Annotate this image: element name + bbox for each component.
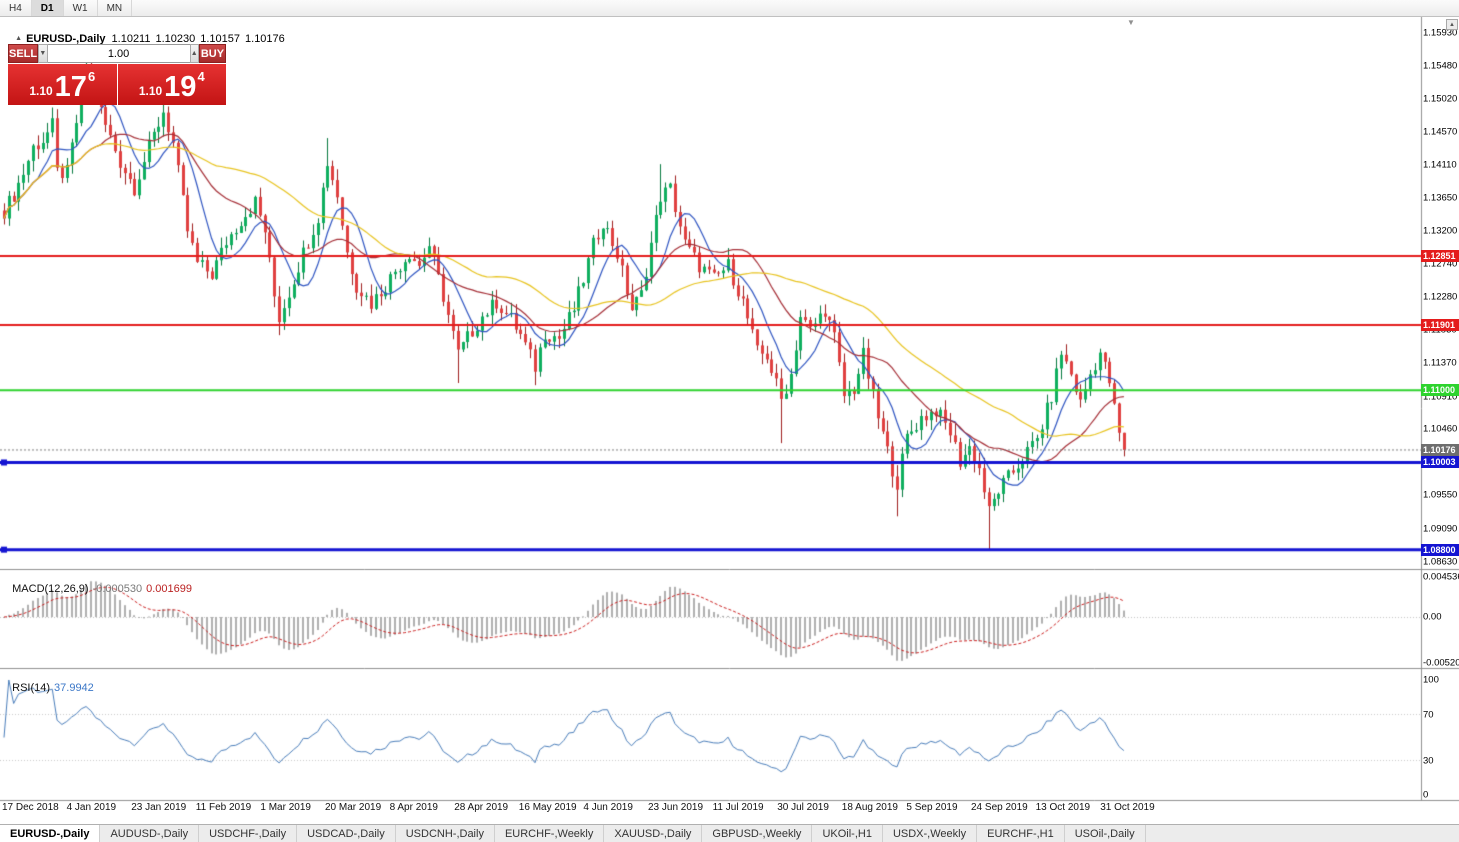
buy-button[interactable]: BUY — [199, 44, 226, 63]
symbol-tab-ukoil[interactable]: UKOil-,H1 — [812, 825, 883, 842]
sell-price-big-digits: 17 — [55, 76, 87, 100]
symbol-tab-usdcad[interactable]: USDCAD-,Daily — [297, 825, 396, 842]
symbol-tab-audusd[interactable]: AUDUSD-,Daily — [100, 825, 199, 842]
timeframe-w1-button[interactable]: W1 — [64, 0, 98, 16]
buy-price-big-digits: 19 — [164, 76, 196, 100]
symbol-tab-bar: EURUSD-,DailyAUDUSD-,DailyUSDCHF-,DailyU… — [0, 824, 1459, 842]
chart-title: ▲EURUSD-,Daily1.102111.102301.101571.101… — [9, 21, 290, 45]
one-click-top-row: SELL ▼ ▲ BUY — [8, 44, 226, 63]
symbol-tab-xauusd[interactable]: XAUUSD-,Daily — [604, 825, 702, 842]
one-click-price-row: 1.10 17 6 1.10 19 4 — [8, 64, 226, 105]
sell-price-prefix: 1.10 — [29, 84, 52, 98]
rsi-name: RSI(14) — [12, 682, 50, 694]
volume-input[interactable] — [48, 44, 190, 63]
buy-price-pip-digit: 4 — [197, 69, 204, 84]
symbol-triangle-icon: ▲ — [15, 35, 22, 42]
symbol-tab-gbpusd[interactable]: GBPUSD-,Weekly — [702, 825, 812, 842]
symbol-tab-eurchf[interactable]: EURCHF-,Weekly — [495, 825, 604, 842]
rsi-value: 37.9942 — [54, 682, 94, 694]
buy-price-button[interactable]: 1.10 19 4 — [118, 64, 227, 105]
scroll-up-button[interactable]: ▲ — [1446, 19, 1458, 30]
symbol-tab-usoil[interactable]: USOil-,Daily — [1065, 825, 1146, 842]
sell-price-button[interactable]: 1.10 17 6 — [8, 64, 117, 105]
macd-main-value: -0.000530 — [93, 583, 143, 595]
symbol-tab-usdx[interactable]: USDX-,Weekly — [883, 825, 977, 842]
timeframe-toolbar: H4 D1 W1 MN — [0, 0, 1459, 17]
sell-button[interactable]: SELL — [8, 44, 38, 63]
symbol-tab-eurchf[interactable]: EURCHF-,H1 — [977, 825, 1065, 842]
price-shift-marker-icon: ▼ — [1127, 18, 1135, 27]
symbol-tab-usdchf[interactable]: USDCHF-,Daily — [199, 825, 297, 842]
chart-canvas[interactable] — [0, 17, 1459, 824]
timeframe-d1-button[interactable]: D1 — [32, 0, 64, 16]
symbol-tab-usdcnh[interactable]: USDCNH-,Daily — [396, 825, 495, 842]
macd-indicator-label: MACD(12,26,9) -0.0005300.001699 — [6, 571, 196, 595]
sell-price-pip-digit: 6 — [88, 69, 95, 84]
symbol-tab-eurusd[interactable]: EURUSD-,Daily — [0, 825, 100, 842]
one-click-trading-panel: SELL ▼ ▲ BUY 1.10 17 6 1.10 19 4 — [8, 44, 226, 105]
macd-name: MACD(12,26,9) — [12, 583, 88, 595]
volume-decrease-button[interactable]: ▼ — [38, 44, 47, 63]
ohlc-close: 1.10176 — [245, 33, 285, 45]
volume-increase-button[interactable]: ▲ — [190, 44, 199, 63]
macd-signal-value: 0.001699 — [146, 583, 192, 595]
timeframe-h4-button[interactable]: H4 — [0, 0, 32, 16]
buy-price-prefix: 1.10 — [139, 84, 162, 98]
rsi-indicator-label: RSI(14) 37.9942 — [6, 670, 98, 694]
timeframe-mn-button[interactable]: MN — [98, 0, 133, 16]
